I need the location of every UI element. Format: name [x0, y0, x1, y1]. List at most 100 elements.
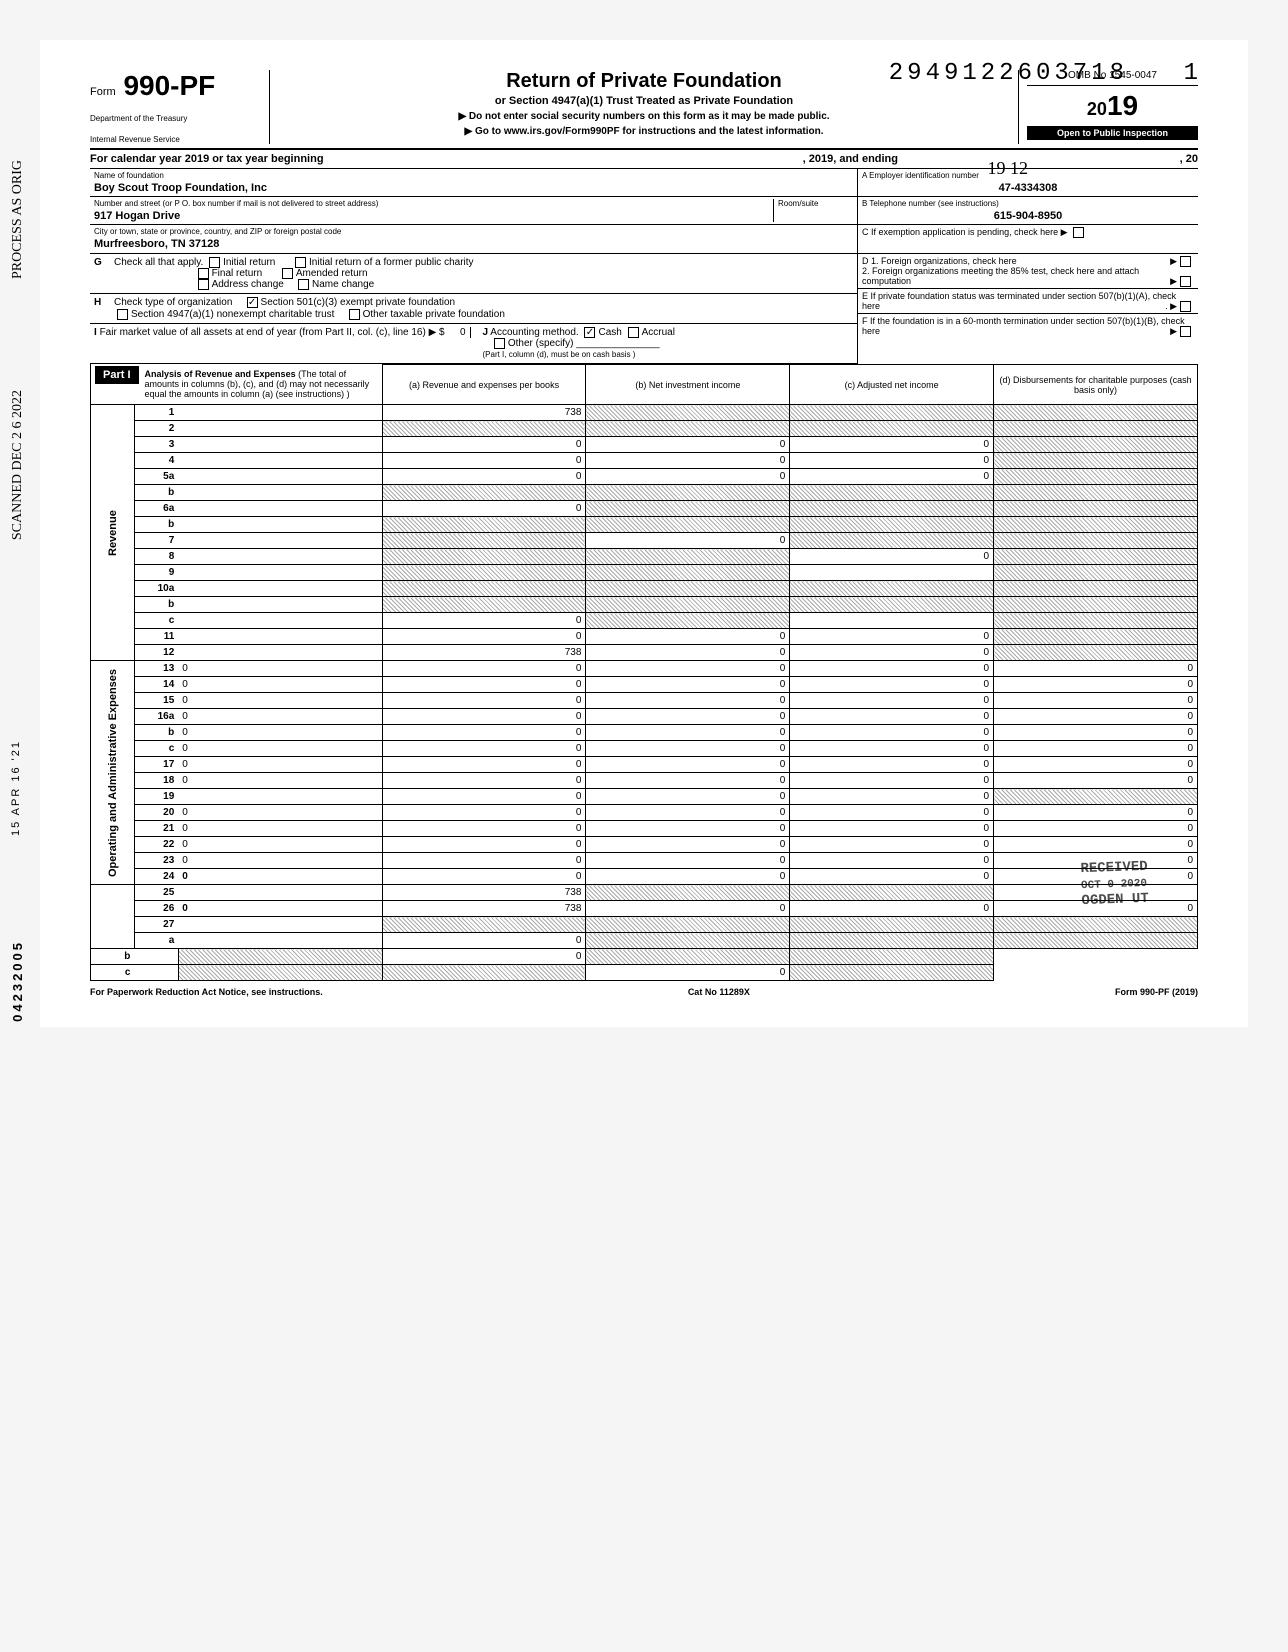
footer-mid: Cat No 11289X [688, 987, 750, 997]
table-row: 2100000 [91, 821, 1198, 837]
h-opt-1[interactable]: ✓ [247, 297, 258, 308]
amount-cell [790, 885, 994, 901]
table-row: 2400000 [91, 869, 1198, 885]
line-number: 18 [134, 773, 178, 789]
table-row: b [91, 517, 1198, 533]
ein-value: 47-4334308 [862, 182, 1194, 194]
amount-cell: 0 [994, 725, 1198, 741]
g-opt-4[interactable] [198, 279, 209, 290]
table-row: c0 [91, 965, 1198, 981]
amount-cell [994, 597, 1198, 613]
amount-cell [790, 933, 994, 949]
foundation-name: Boy Scout Troop Foundation, Inc [94, 182, 853, 194]
table-row: 2200000 [91, 837, 1198, 853]
amount-cell: 0 [994, 757, 1198, 773]
h-opt-2[interactable] [117, 309, 128, 320]
amount-cell [586, 917, 790, 933]
line-description [134, 965, 178, 981]
row-j-note: (Part I, column (d), must be on cash bas… [483, 350, 636, 359]
amount-cell: 0 [382, 821, 586, 837]
analysis-table: Part I Analysis of Revenue and Expenses … [90, 364, 1198, 982]
g-opt-1[interactable] [295, 257, 306, 268]
table-row: 10a [91, 581, 1198, 597]
amount-cell [994, 645, 1198, 661]
table-row: 2000000 [91, 805, 1198, 821]
amount-cell [994, 565, 1198, 581]
amount-cell [994, 517, 1198, 533]
table-row: 1400000 [91, 677, 1198, 693]
g-opt-2[interactable] [198, 268, 209, 279]
d2-checkbox[interactable] [1180, 276, 1191, 287]
table-row: 260738000 [91, 901, 1198, 917]
line-description: 0 [178, 901, 382, 917]
box-f-label: F If the foundation is in a 60-month ter… [862, 316, 1185, 336]
table-row: b00000 [91, 725, 1198, 741]
row-j-label: Accounting method. [490, 327, 578, 338]
line-description [178, 645, 382, 661]
box-c-checkbox[interactable] [1073, 227, 1084, 238]
j-other[interactable] [494, 338, 505, 349]
form-number: 990-PF [123, 70, 215, 101]
amount-cell [790, 517, 994, 533]
amount-cell: 0 [790, 661, 994, 677]
table-row: Operating and Administrative Expenses130… [91, 661, 1198, 677]
stamp-right-digit: 1 [1184, 60, 1198, 87]
amount-cell: 0 [586, 821, 790, 837]
amount-cell: 0 [382, 453, 586, 469]
amount-cell: 0 [382, 613, 586, 629]
line-number: 23 [134, 853, 178, 869]
amount-cell [790, 917, 994, 933]
line-number: b [91, 949, 135, 965]
amount-cell: 0 [790, 549, 994, 565]
amount-cell [790, 613, 994, 629]
line-number: 2 [134, 421, 178, 437]
amount-cell [586, 549, 790, 565]
line-number: b [134, 597, 178, 613]
amount-cell: 0 [586, 773, 790, 789]
g-opt-0[interactable] [209, 257, 220, 268]
amount-cell [790, 949, 994, 965]
amount-cell [586, 949, 790, 965]
e-checkbox[interactable] [1180, 301, 1191, 312]
d1-checkbox[interactable] [1180, 256, 1191, 267]
amount-cell [994, 485, 1198, 501]
amount-cell: 0 [382, 933, 586, 949]
row-g-label: Check all that apply. [114, 257, 203, 268]
f-checkbox[interactable] [1180, 326, 1191, 337]
line-number: 25 [134, 885, 178, 901]
box-b: B Telephone number (see instructions) 61… [858, 197, 1198, 225]
j-accrual[interactable] [628, 327, 639, 338]
row-h-label: Check type of organization [114, 298, 232, 309]
amount-cell: 0 [790, 693, 994, 709]
margin-note-3: 15 APR 16 '21 [10, 740, 22, 836]
line-number: b [134, 517, 178, 533]
line-number: 7 [134, 533, 178, 549]
j-cash[interactable]: ✓ [584, 327, 595, 338]
amount-cell: 0 [586, 725, 790, 741]
amount-cell [382, 917, 586, 933]
line-description [178, 469, 382, 485]
amount-cell [994, 421, 1198, 437]
margin-note-2: SCANNED DEC 2 6 2022 [10, 390, 26, 540]
amount-cell [382, 549, 586, 565]
amount-cell: 0 [790, 437, 994, 453]
revenue-side-label: Revenue [91, 405, 135, 661]
box-b-label: B Telephone number (see instructions) [862, 199, 1194, 208]
amount-cell: 0 [382, 805, 586, 821]
h-opt-3[interactable] [349, 309, 360, 320]
g-opt-3[interactable] [282, 268, 293, 279]
room-label: Room/suite [778, 199, 853, 208]
table-row: 19000 [91, 789, 1198, 805]
box-e: E If private foundation status was termi… [858, 289, 1198, 314]
amount-cell: 0 [586, 805, 790, 821]
g-opt-5[interactable] [298, 279, 309, 290]
amount-cell: 0 [586, 533, 790, 549]
line-number: 6a [134, 501, 178, 517]
info-grid: Name of foundation Boy Scout Troop Found… [90, 169, 1198, 254]
line-description: 0 [178, 773, 382, 789]
amount-cell: 0 [994, 805, 1198, 821]
amount-cell: 0 [994, 821, 1198, 837]
amount-cell: 0 [790, 645, 994, 661]
amount-cell: 0 [790, 453, 994, 469]
line-description [178, 517, 382, 533]
